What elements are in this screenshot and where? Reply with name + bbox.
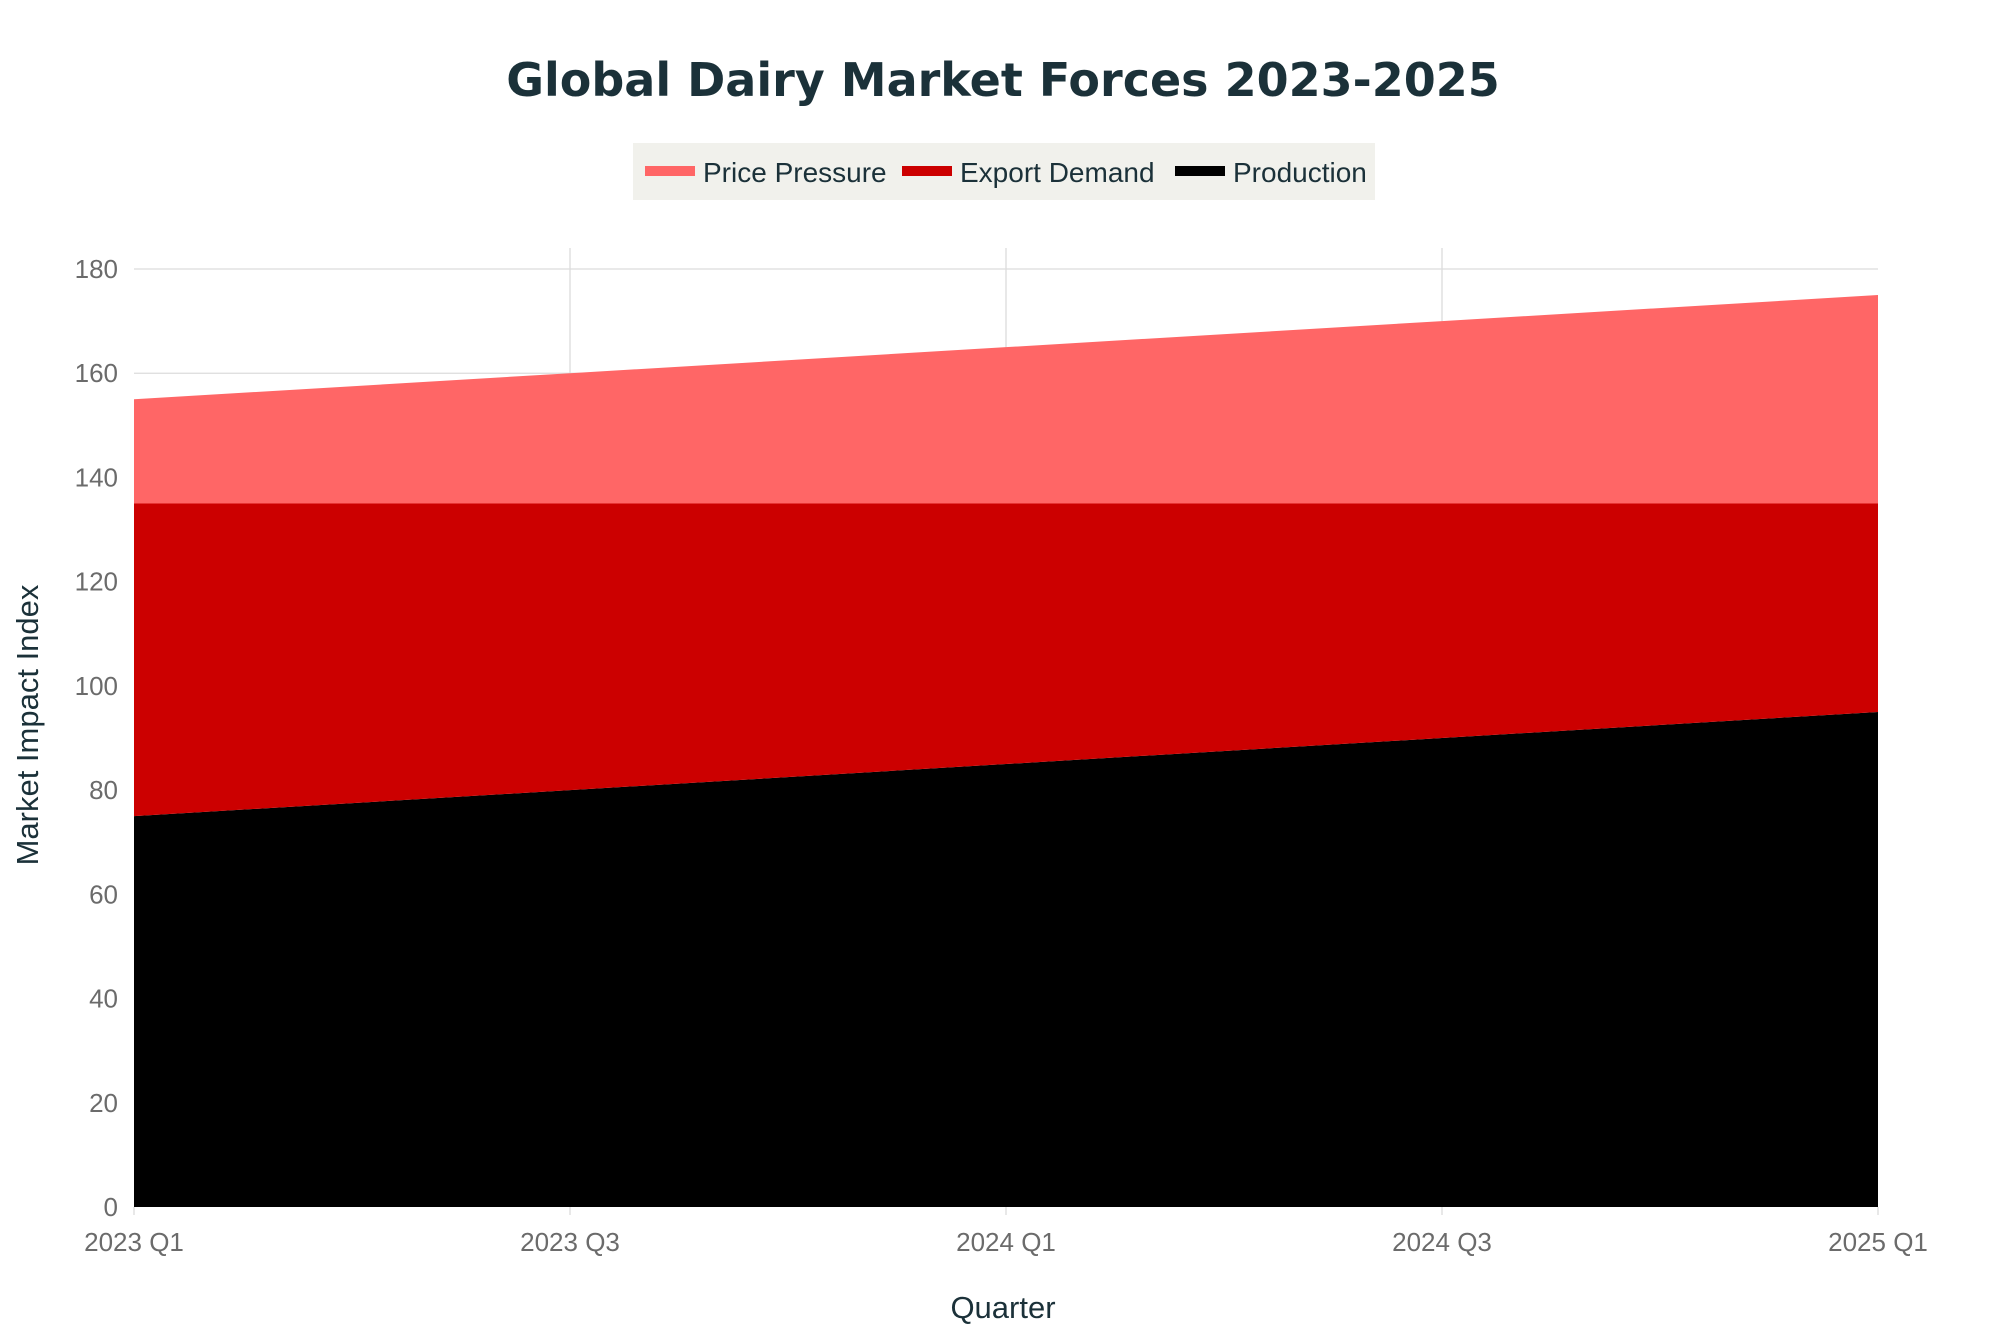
y-tick-label: 20: [89, 1088, 118, 1118]
area-production[interactable]: [134, 711, 1878, 1207]
x-axis-title: Quarter: [950, 1290, 1055, 1325]
y-tick-label: 180: [75, 254, 118, 284]
y-tick-label: 160: [75, 358, 118, 388]
y-tick-label: 120: [75, 567, 118, 597]
chart-title: Global Dairy Market Forces 2023-2025: [506, 53, 1499, 107]
y-tick-label: 100: [75, 671, 118, 701]
x-tick-label: 2024 Q3: [1392, 1227, 1492, 1257]
y-tick-label: 0: [104, 1192, 118, 1222]
legend-label-price-pressure[interactable]: Price Pressure: [703, 157, 887, 188]
area-series: [134, 295, 1878, 1207]
legend-swatch-price-pressure: [645, 166, 695, 176]
legend[interactable]: Price Pressure Export Demand Production: [633, 143, 1375, 200]
x-tick-label: 2024 Q1: [956, 1227, 1056, 1257]
y-axis-ticks: 0 20 40 60 80 100 120 140 160 180: [75, 254, 118, 1222]
x-axis-ticks: 2023 Q1 2023 Q3 2024 Q1 2024 Q3 2025 Q1: [84, 1207, 1928, 1257]
area-price-pressure[interactable]: [134, 295, 1878, 504]
y-tick-label: 60: [89, 879, 118, 909]
y-tick-label: 40: [89, 984, 118, 1014]
legend-background: [633, 143, 1375, 200]
legend-label-export-demand[interactable]: Export Demand: [960, 157, 1155, 188]
legend-swatch-export-demand: [902, 166, 952, 176]
x-tick-label: 2025 Q1: [1828, 1227, 1928, 1257]
x-tick-label: 2023 Q3: [520, 1227, 620, 1257]
legend-label-production[interactable]: Production: [1233, 157, 1367, 188]
y-tick-label: 140: [75, 462, 118, 492]
y-axis-title: Market Impact Index: [10, 584, 45, 865]
x-tick-label: 2023 Q1: [84, 1227, 184, 1257]
legend-swatch-production: [1175, 166, 1225, 176]
y-tick-label: 80: [89, 775, 118, 805]
area-export-demand[interactable]: [134, 503, 1878, 817]
